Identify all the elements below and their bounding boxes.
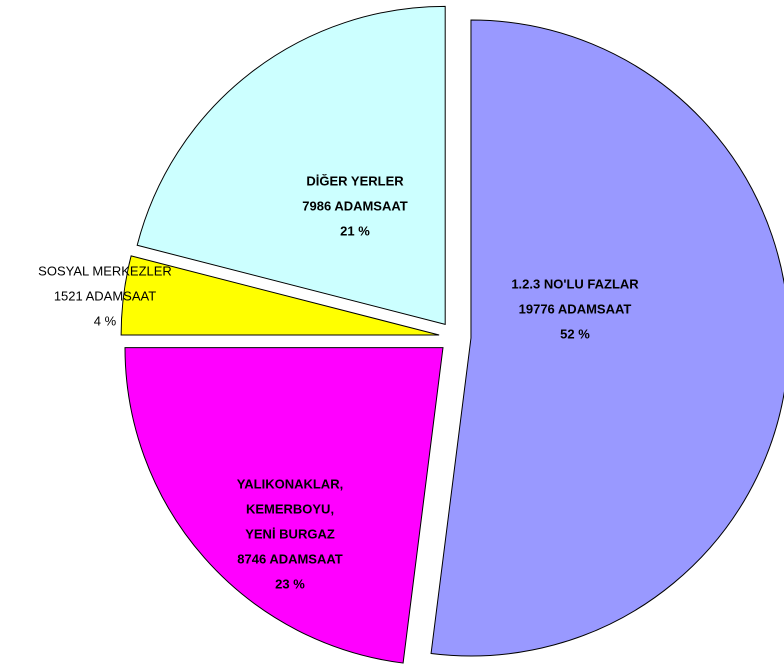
pie-slice [124,347,444,664]
slice-label: YENİ BURGAZ [245,526,335,541]
percent-label: 4 % [94,313,117,328]
slice-label: 1.2.3 NO'LU FAZLAR [511,276,639,291]
value-label: 1521 ADAMSAAT [54,288,156,303]
slice-label: SOSYAL MERKEZLER [38,263,172,278]
slice-label: KEMERBOYU, [246,501,334,516]
percent-label: 21 % [340,223,370,238]
percent-label: 23 % [275,576,305,591]
slice-label: YALIKONAKLAR, [237,476,343,491]
pie-slice [136,5,446,326]
value-label: 7986 ADAMSAAT [302,198,408,213]
slice-label: DİĞER YERLER [306,173,404,188]
pie-slice [120,255,440,336]
value-label: 8746 ADAMSAAT [237,551,343,566]
value-label: 19776 ADAMSAAT [519,301,632,316]
pie-slice [430,19,784,657]
percent-label: 52 % [560,326,590,341]
